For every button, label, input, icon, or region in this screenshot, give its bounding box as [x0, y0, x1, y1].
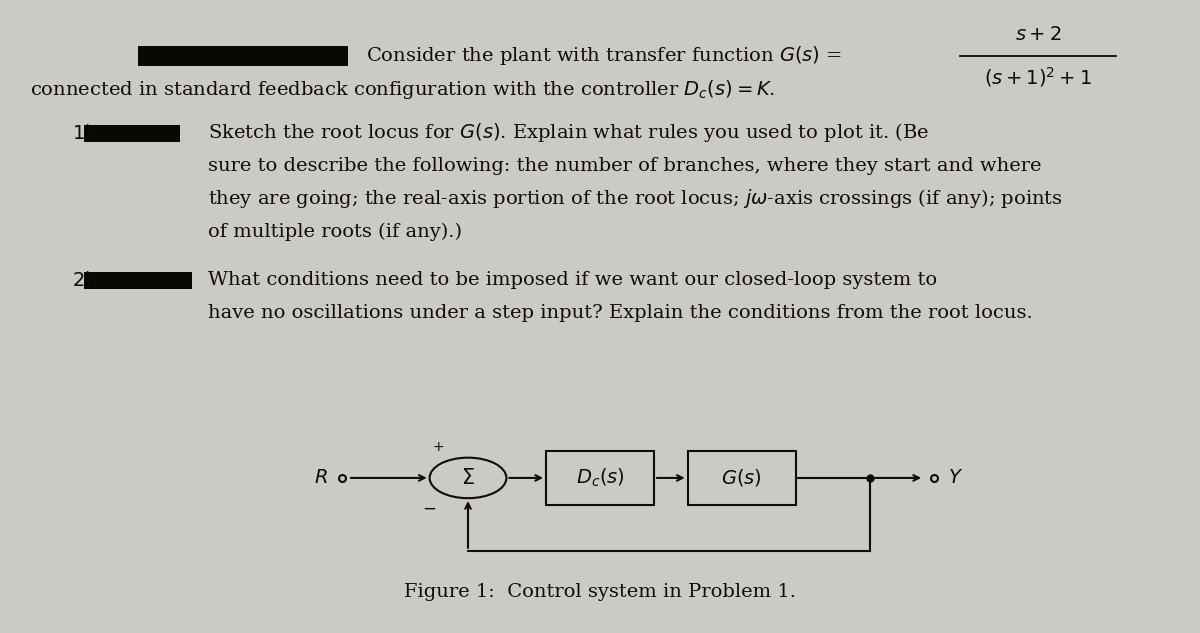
Text: Figure 1:  Control system in Problem 1.: Figure 1: Control system in Problem 1. — [404, 583, 796, 601]
Text: What conditions need to be imposed if we want our closed-loop system to: What conditions need to be imposed if we… — [208, 271, 937, 289]
Bar — [546, 451, 654, 505]
Text: $s+2$: $s+2$ — [1015, 26, 1061, 44]
Text: sure to describe the following: the number of branches, where they start and whe: sure to describe the following: the numb… — [208, 157, 1042, 175]
Text: $G(s)$: $G(s)$ — [721, 467, 762, 489]
Text: have no oscillations under a step input? Explain the conditions from the root lo: have no oscillations under a step input?… — [208, 304, 1032, 322]
Bar — [84, 125, 180, 142]
Bar — [688, 451, 796, 505]
Text: Sketch the root locus for $G(s)$. Explain what rules you used to plot it. (Be: Sketch the root locus for $G(s)$. Explai… — [208, 122, 929, 144]
Text: of multiple roots (if any).): of multiple roots (if any).) — [208, 223, 462, 241]
Text: $+$: $+$ — [432, 440, 444, 454]
Text: Consider the plant with transfer function $G(s)$ =: Consider the plant with transfer functio… — [366, 44, 842, 67]
Text: $R$: $R$ — [314, 469, 328, 487]
Bar — [84, 272, 192, 289]
Text: connected in standard feedback configuration with the controller $D_c(s) = K$.: connected in standard feedback configura… — [30, 78, 775, 101]
Bar — [138, 46, 348, 66]
Text: $\Sigma$: $\Sigma$ — [461, 468, 475, 488]
Text: $(s+1)^2+1$: $(s+1)^2+1$ — [984, 65, 1092, 89]
Text: $D_c(s)$: $D_c(s)$ — [576, 467, 624, 489]
Text: they are going; the real-axis portion of the root locus; $j\omega$-axis crossing: they are going; the real-axis portion of… — [208, 187, 1062, 210]
Text: $1)$: $1)$ — [72, 122, 92, 144]
Text: $2)$: $2)$ — [72, 269, 92, 291]
Text: $-$: $-$ — [422, 500, 437, 517]
Text: $Y$: $Y$ — [948, 469, 964, 487]
